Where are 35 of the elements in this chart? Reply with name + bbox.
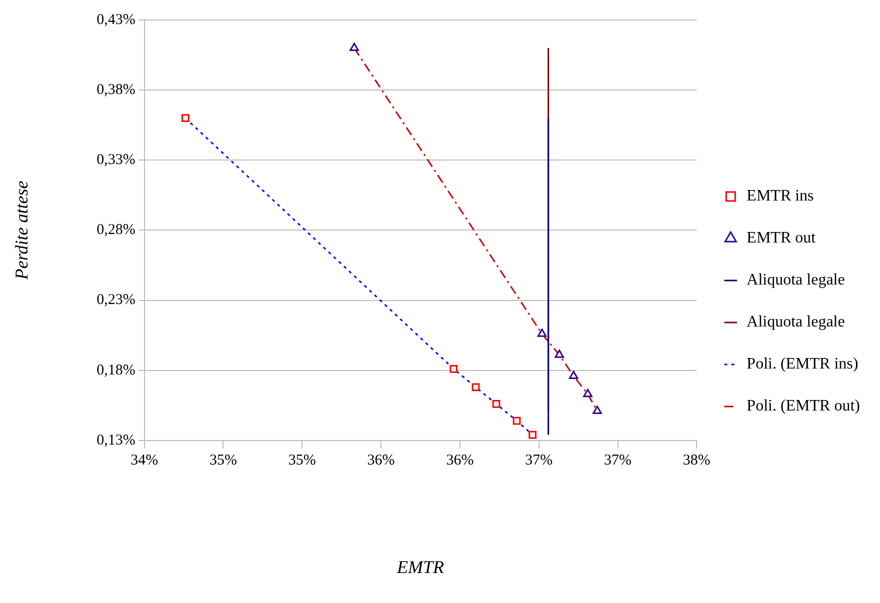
point <box>583 388 592 398</box>
legend-label: EMTR ins <box>746 188 814 205</box>
point <box>592 406 602 414</box>
y-tick-label: 0,38% <box>96 82 136 98</box>
legend-label: Aliquota legale <box>746 272 845 289</box>
y-axis-title: Perdite attese <box>12 180 32 281</box>
legend-label: Aliquota legale <box>746 314 845 331</box>
x-tick-label: 36% <box>367 452 395 468</box>
point <box>450 365 458 373</box>
legend-label: Poli. (EMTR ins) <box>746 356 858 373</box>
point <box>554 350 564 358</box>
x-tick-label: 37% <box>525 452 553 468</box>
point <box>492 400 500 408</box>
legend-label: Poli. (EMTR out) <box>746 398 860 415</box>
point <box>181 114 190 122</box>
point <box>568 370 578 379</box>
x-tick-label: 34% <box>130 452 158 468</box>
y-tick-label: 0,23% <box>96 292 136 308</box>
y-tick-label: 0,13% <box>96 432 136 448</box>
x-tick-label: 35% <box>210 452 237 468</box>
point <box>528 430 536 439</box>
y-tick-label: 0,43% <box>96 12 136 28</box>
y-tick-label: 0,18% <box>96 362 136 378</box>
x-tick-label: 35% <box>288 452 316 468</box>
point <box>472 383 480 392</box>
x-axis-title: EMTR <box>396 556 444 577</box>
x-tick-label: 36% <box>446 452 474 468</box>
y-tick-label: 0,28% <box>96 222 136 238</box>
point <box>537 328 547 337</box>
x-tick-label: 37% <box>604 452 632 468</box>
y-tick-label: 0,33% <box>96 152 136 168</box>
point <box>350 42 359 52</box>
x-tick-label: 38% <box>682 452 710 468</box>
legend-label: EMTR out <box>746 230 816 247</box>
point <box>512 416 521 425</box>
